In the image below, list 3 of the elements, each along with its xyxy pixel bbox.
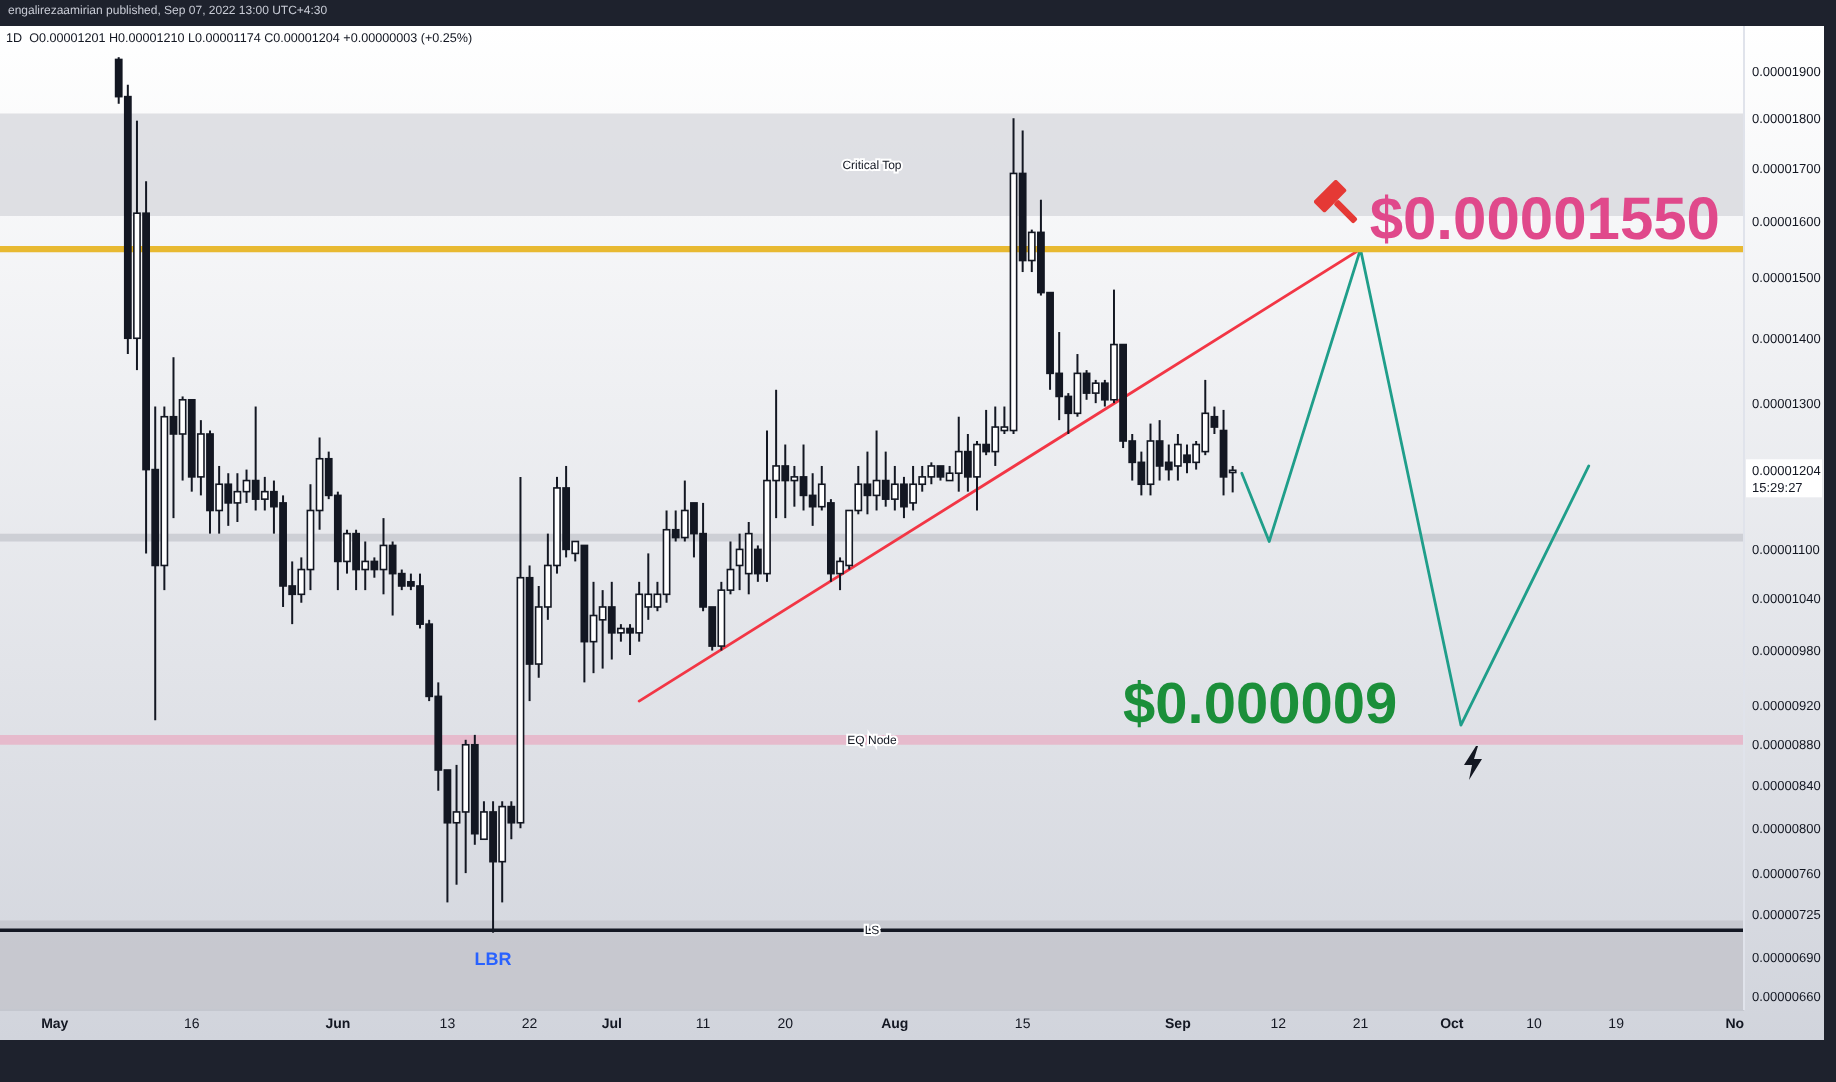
- annotation: LBR: [474, 948, 513, 969]
- annotation: $0.00001550: [1369, 187, 1721, 254]
- annotation: $0.000009: [1123, 673, 1398, 738]
